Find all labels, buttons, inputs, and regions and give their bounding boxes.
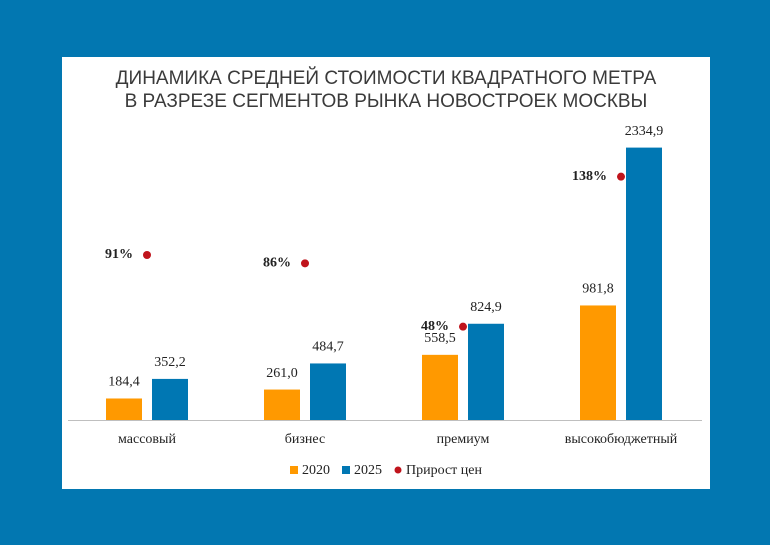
growth-point [301, 259, 309, 268]
bar [580, 305, 616, 420]
bar [468, 323, 504, 420]
data-label: 184,4 [108, 375, 140, 390]
data-label: 981,8 [582, 282, 614, 297]
data-label: 558,5 [424, 331, 456, 346]
chart-title: ДИНАМИКА СРЕДНЕЙ СТОИМОСТИ КВАДРАТНОГО М… [116, 67, 657, 89]
x-tick-label: высокобюджетный [565, 432, 678, 447]
bar [626, 147, 662, 420]
growth-point [143, 251, 151, 259]
bar [422, 354, 458, 420]
chart-panel [62, 57, 710, 489]
data-label: 2334,9 [625, 124, 664, 139]
legend-label: 2020 [302, 463, 330, 478]
growth-point [459, 322, 467, 331]
x-tick-label: премиум [437, 432, 490, 447]
legend-label: 2025 [354, 463, 382, 478]
data-label: 261,0 [266, 366, 298, 381]
data-label: 824,9 [470, 300, 502, 315]
bar [152, 378, 188, 420]
chart-title: В РАЗРЕЗЕ СЕГМЕНТОВ РЫНКА НОВОСТРОЕК МОС… [125, 91, 648, 112]
data-label: 48% [421, 319, 449, 334]
bar [106, 398, 142, 420]
bar [264, 389, 300, 420]
bar [310, 363, 346, 420]
legend-marker [290, 466, 298, 474]
legend-marker [342, 466, 350, 474]
x-tick-label: массовый [118, 432, 176, 447]
data-label: 138% [572, 169, 607, 184]
data-label: 91% [105, 247, 133, 262]
legend-marker [394, 466, 402, 474]
data-label: 484,7 [312, 340, 344, 355]
data-label: 86% [263, 256, 291, 271]
x-tick-label: бизнес [285, 432, 325, 447]
growth-point [617, 172, 625, 181]
data-label: 352,2 [154, 355, 186, 370]
legend-label: Прирост цен [406, 463, 482, 478]
